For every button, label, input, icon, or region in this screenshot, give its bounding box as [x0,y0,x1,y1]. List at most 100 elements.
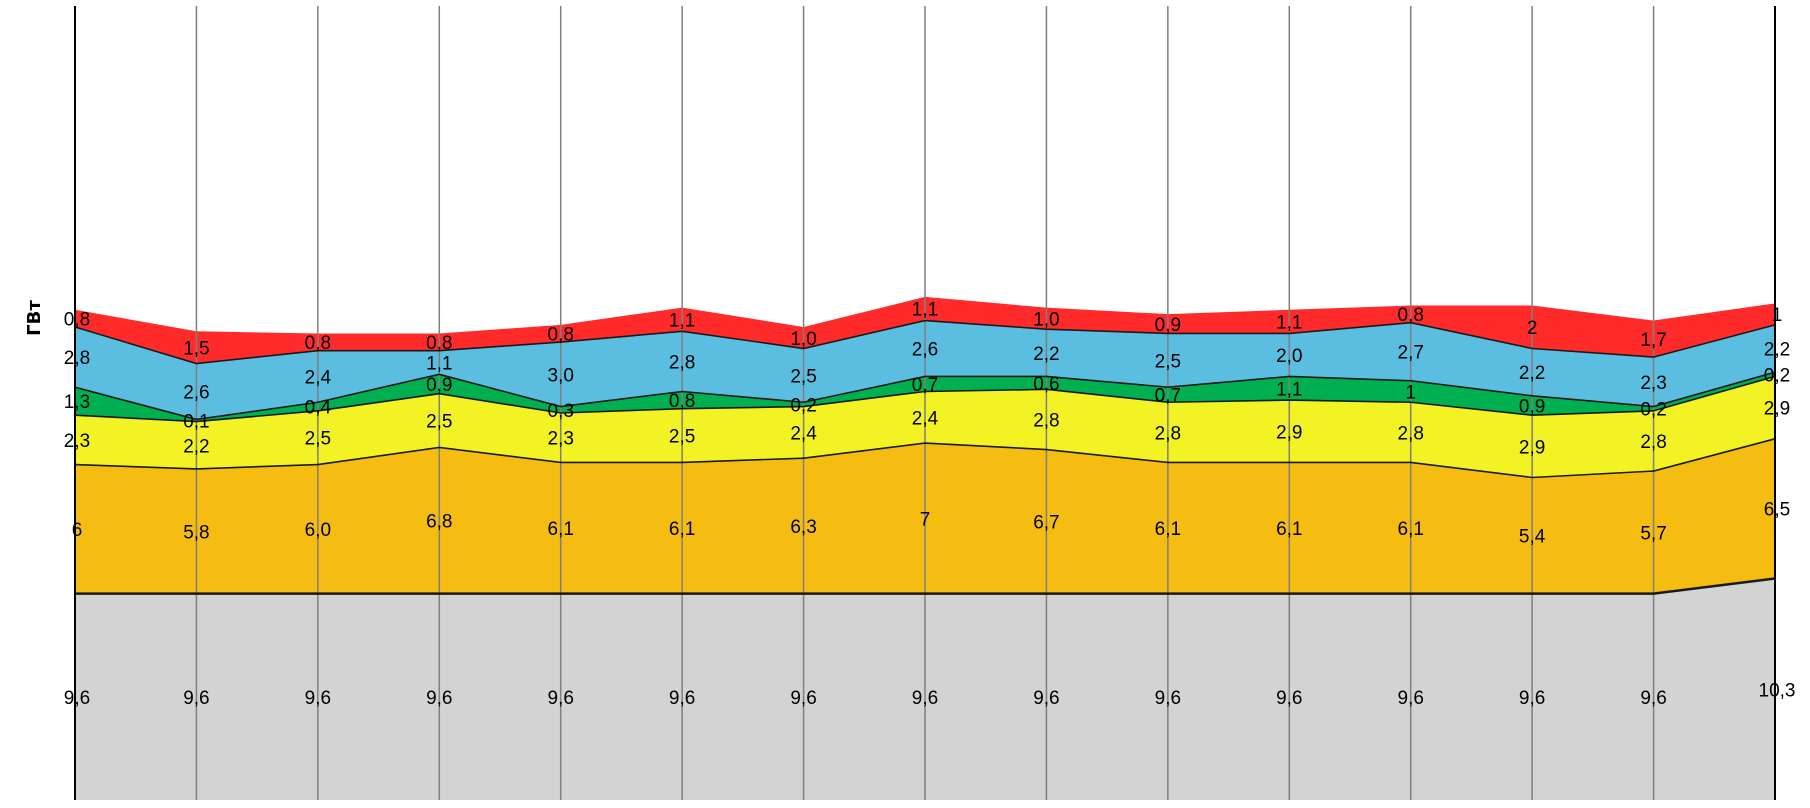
data-label-s2-p0: 2,3 [64,431,90,452]
data-label-s1-p14: 6,5 [1764,500,1790,521]
data-label-s0-p4: 9,6 [548,688,574,709]
data-label-s3-p11: 1 [1405,383,1416,404]
data-label-s4-p1: 2,6 [183,383,209,404]
data-label-s2-p10: 2,9 [1276,422,1302,443]
data-label-s1-p4: 6,1 [548,519,574,540]
data-label-s4-p14: 2,2 [1764,340,1790,361]
data-label-s3-p1: 0,1 [183,412,209,433]
data-label-s2-p1: 2,2 [183,436,209,457]
data-label-s2-p6: 2,4 [790,423,817,444]
data-label-s4-p11: 2,7 [1398,343,1424,364]
data-label-s2-p11: 2,8 [1398,423,1424,444]
data-label-s2-p13: 2,8 [1640,432,1666,453]
data-label-s3-p3: 0,9 [426,375,452,396]
data-label-s5-p4: 0,8 [548,324,574,345]
data-label-s1-p10: 6,1 [1276,519,1302,540]
data-label-s5-p5: 1,1 [669,310,695,331]
data-label-s4-p12: 2,2 [1519,363,1545,384]
data-label-s1-p6: 6,3 [790,517,816,538]
data-label-s3-p8: 0,6 [1033,374,1059,395]
data-label-s2-p4: 2,3 [548,429,574,450]
data-label-s0-p8: 9,6 [1033,688,1059,709]
data-label-s4-p0: 2,8 [64,348,90,369]
data-label-s2-p14: 2,9 [1764,399,1790,420]
data-label-s1-p3: 6,8 [426,512,452,533]
data-label-s5-p3: 0,8 [426,333,452,354]
boundary-line-2 [74,375,1776,423]
data-label-s4-p3: 1,1 [426,353,452,374]
data-label-s5-p6: 1,0 [790,329,816,350]
data-label-s0-p10: 9,6 [1276,688,1302,709]
data-label-s3-p7: 0,7 [912,375,938,396]
data-label-s3-p6: 0,2 [790,395,816,416]
series-boundary-lines [74,319,1776,595]
data-label-s5-p13: 1,7 [1640,330,1666,351]
data-label-s2-p9: 2,8 [1155,423,1181,444]
data-label-s1-p12: 5,4 [1519,527,1546,548]
data-label-s3-p12: 0,9 [1519,396,1545,417]
data-label-s0-p5: 9,6 [669,688,695,709]
data-label-s3-p2: 0,4 [305,398,332,419]
data-label-s0-p2: 9,6 [305,688,331,709]
data-label-s4-p8: 2,2 [1033,344,1059,365]
data-label-s5-p7: 1,1 [912,300,938,321]
data-label-s2-p2: 2,5 [305,429,331,450]
data-label-s4-p7: 2,6 [912,340,938,361]
data-label-s0-p13: 9,6 [1640,688,1666,709]
data-label-s5-p11: 0,8 [1398,305,1424,326]
data-label-s4-p2: 2,4 [305,367,332,388]
data-label-s5-p0: 0,8 [64,309,90,330]
data-label-s4-p5: 2,8 [669,352,695,373]
y-axis-label: ГВт [24,300,45,336]
data-label-s5-p8: 1,0 [1033,309,1059,330]
data-label-s2-p3: 2,5 [426,412,452,433]
data-label-s2-p5: 2,5 [669,427,695,448]
data-label-s4-p4: 3,0 [548,365,574,386]
data-label-s5-p2: 0,8 [305,333,331,354]
data-label-s2-p7: 2,4 [912,408,939,429]
data-label-s3-p10: 1,1 [1276,379,1302,400]
data-label-s1-p7: 7 [920,509,931,530]
data-label-s1-p13: 5,7 [1640,523,1666,544]
data-label-s3-p0: 1,3 [64,392,90,413]
data-label-s5-p12: 2 [1527,318,1538,339]
boundary-line-1 [74,438,1776,479]
data-label-s1-p0: 6 [72,520,83,541]
data-label-s0-p0: 9,6 [64,688,90,709]
boundary-line-0 [75,577,1776,595]
area-series-3 [75,372,1775,422]
boundary-line-3 [74,371,1776,421]
data-label-s3-p14: 0,2 [1764,365,1790,386]
data-label-s3-p9: 0,7 [1155,386,1181,407]
data-label-s0-p9: 9,6 [1155,688,1181,709]
data-label-s3-p4: 0,3 [548,401,574,422]
data-label-s4-p6: 2,5 [790,366,816,387]
data-label-s1-p2: 6,0 [305,520,331,541]
data-label-s2-p8: 2,8 [1033,410,1059,431]
data-label-s0-p6: 9,6 [790,688,816,709]
data-label-s4-p10: 2,0 [1276,346,1302,367]
data-label-s3-p13: 0,2 [1640,400,1666,421]
data-label-s3-p5: 0,8 [669,391,695,412]
area-series-5 [75,296,1775,364]
data-label-s0-p14: 10,3 [1759,680,1796,701]
data-label-s0-p1: 9,6 [183,688,209,709]
data-label-s1-p11: 6,1 [1398,519,1424,540]
data-label-s4-p13: 2,3 [1640,373,1666,394]
data-label-s1-p8: 6,7 [1033,513,1059,534]
data-label-s0-p3: 9,6 [426,688,452,709]
data-label-s5-p14: 1 [1772,305,1783,326]
data-label-s0-p12: 9,6 [1519,688,1545,709]
data-label-s5-p10: 1,1 [1276,313,1302,334]
data-label-s2-p12: 2,9 [1519,437,1545,458]
data-label-s0-p7: 9,6 [912,688,938,709]
data-label-s5-p9: 0,9 [1155,315,1181,336]
data-label-s5-p1: 1,5 [183,338,209,359]
data-label-s1-p9: 6,1 [1155,519,1181,540]
boundary-line-4 [74,319,1776,365]
data-label-s1-p1: 5,8 [183,522,209,543]
data-label-s0-p11: 9,6 [1398,688,1424,709]
data-label-s1-p5: 6,1 [669,519,695,540]
data-label-s4-p9: 2,5 [1155,351,1181,372]
